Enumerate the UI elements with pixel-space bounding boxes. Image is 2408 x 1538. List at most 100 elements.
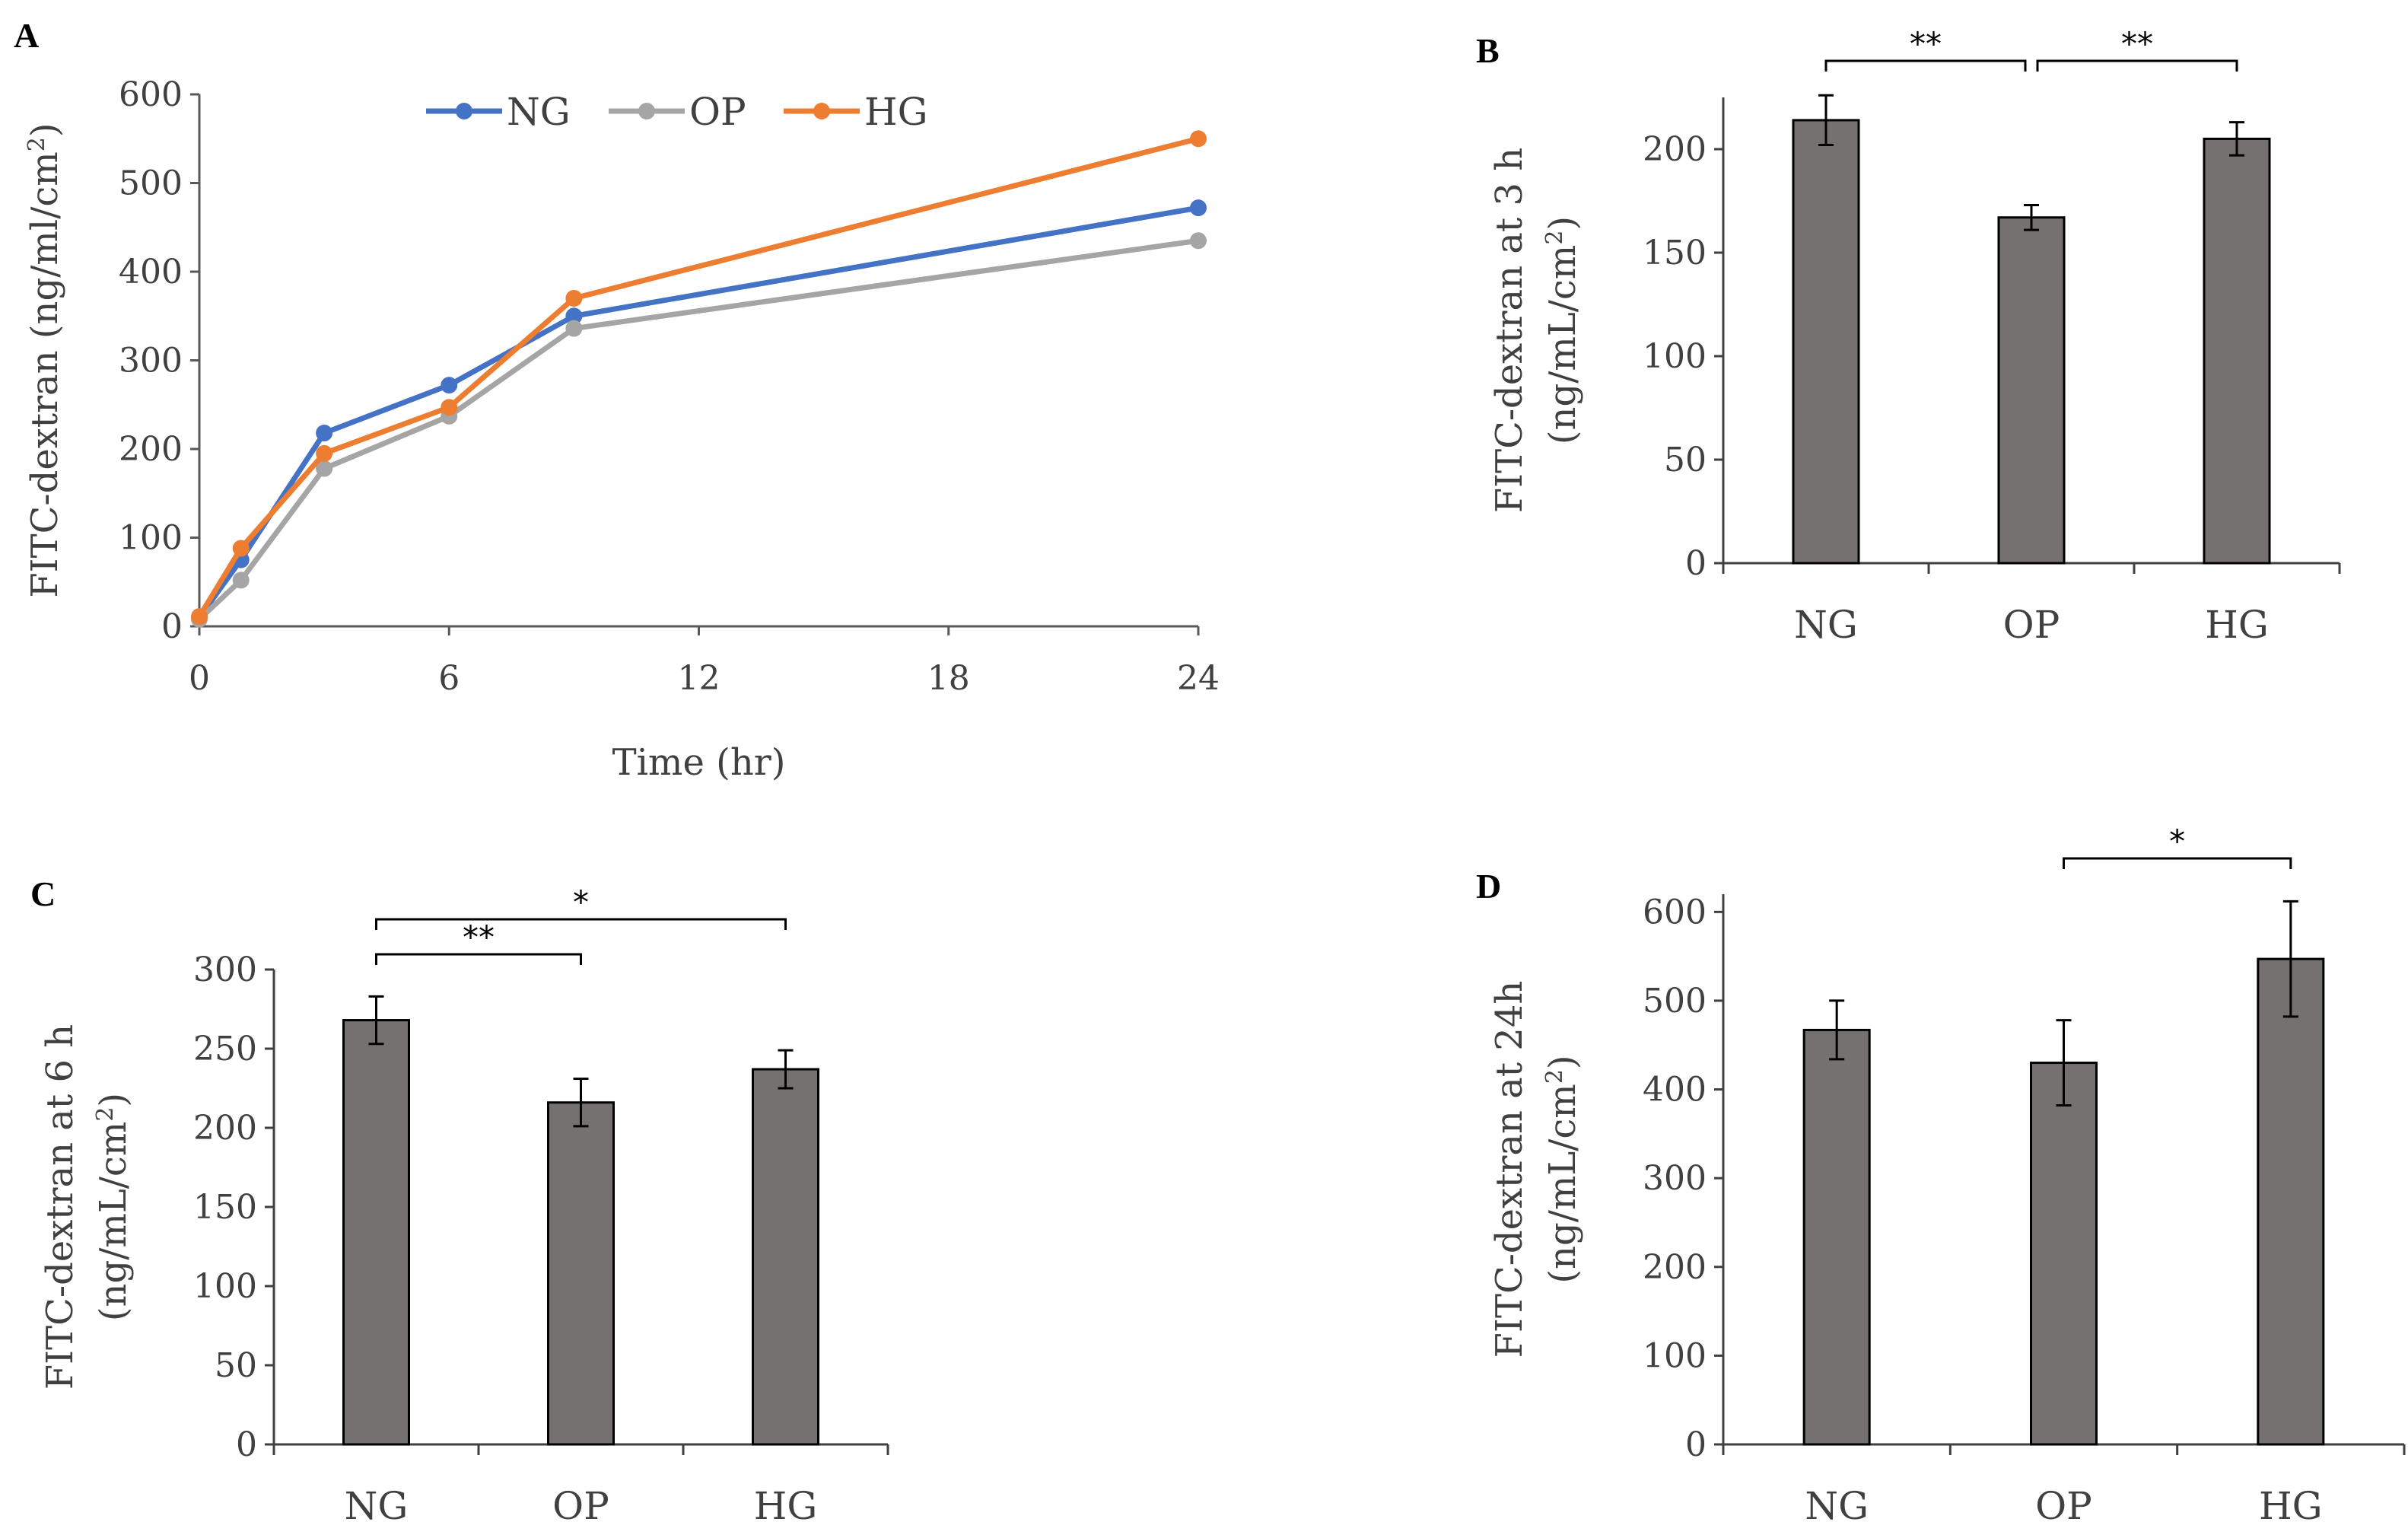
panel-b-bar-chart: B 0 50 100 150 200 NG OP HG ** ** FITC-dextran at 3… [1476,25,2341,647]
y-axis-title-line1-part-0: FITC-dextran at 6 h [39,1024,81,1390]
y-axis-title-line1-part-0: FITC-dextran at 24h [1488,981,1531,1358]
bar-ng [342,1019,410,1446]
y-axis-title-line1: FITC-dextran at 3 h [1488,148,1531,513]
bar-ng [1802,1028,1871,1446]
bar-ng [1792,119,1860,565]
y-axis-title-line2-part-1: 2 [1541,231,1568,245]
series-line-op [197,237,1199,622]
y-tick-label: 0 [236,1425,257,1464]
x-tick-label: 0 [189,659,210,698]
y-tick-label: 0 [161,607,183,646]
y-axis-title: FITC-dextran (ng/ml/cm2) [24,123,67,597]
panel-letter-b: B [1476,31,1500,70]
bar-hg [2203,137,2271,565]
data-point-ng [316,425,333,442]
series-line-hg [197,135,1199,619]
y-axis-title-line1-part-0: FITC-dextran at 3 h [1488,148,1531,513]
data-point-ng [441,377,458,394]
y-tick-label: 200 [1643,130,1707,169]
y-axis-title-part-0: FITC-dextran (ng/ml/cm [24,151,66,597]
y-axis-title-part-2: ) [24,123,66,137]
category-label-ng: NG [1794,603,1858,647]
bar-hg [2257,957,2325,1446]
y-axis-title-line2-part-0: (ng/mL/cm [1541,1084,1584,1284]
category-label-hg: HG [2205,603,2269,647]
y-tick-label: 400 [119,253,183,291]
y-tick-label: 100 [119,519,183,558]
data-point-hg [565,289,583,307]
panel-letter-c: C [30,874,56,913]
category-label-hg: HG [754,1484,818,1528]
category-label-hg: HG [2259,1484,2323,1528]
category-label-ng: NG [1805,1484,1869,1528]
panel-letter-d: D [1476,867,1501,906]
y-axis-title-line2: (ng/mL/cm2) [1541,216,1585,444]
data-point-hg [316,444,333,462]
y-tick-label: 100 [1643,337,1707,376]
significance-bracket [375,953,582,965]
legend-marker-hg [813,103,830,119]
data-point-hg [1190,130,1207,148]
significance-label: * [573,884,589,921]
y-tick-label: 200 [1643,1248,1707,1287]
y-axis-title-line2-part-0: (ng/mL/cm [1541,245,1584,445]
y-axis-title-line2-part-0: (ng/mL/cm [92,1122,135,1322]
bar-op [2030,1062,2098,1446]
significance-label: ** [463,919,495,956]
series-line-ng [197,205,1199,619]
y-tick-label: 400 [1643,1071,1707,1110]
significance-bracket [2063,857,2292,869]
y-axis-title-line2: (ng/mL/cm2) [1541,1055,1585,1283]
x-axis-title: Time (hr) [612,741,786,784]
y-axis-title-part-1: 2 [24,137,50,151]
y-tick-label: 100 [1643,1336,1707,1375]
bar-hg [752,1068,819,1446]
significance-bracket [2036,59,2238,72]
y-tick-label: 300 [119,342,183,381]
y-tick-label: 600 [119,75,183,114]
x-tick-label: 12 [678,659,720,698]
y-tick-label: 300 [193,951,257,989]
data-point-op [316,460,333,477]
y-axis-title-line2-part-2: ) [1541,216,1584,231]
data-point-hg [191,608,208,626]
significance-label: * [2169,823,2185,860]
significance-bracket [375,918,787,930]
significance-label: ** [2121,25,2153,62]
y-tick-label: 200 [119,430,183,469]
y-tick-label: 300 [1643,1159,1707,1198]
data-point-op [1190,232,1207,250]
legend-label-hg: HG [864,90,928,134]
x-tick-label: 24 [1177,659,1220,698]
legend-marker-op [638,103,655,119]
x-tick-label: 18 [927,659,970,698]
data-point-op [565,320,583,337]
category-label-op: OP [2003,603,2060,647]
category-label-op: OP [2035,1484,2092,1528]
y-tick-label: 150 [1643,234,1707,272]
legend-label-op: OP [689,90,746,134]
data-point-op [232,572,250,589]
y-axis-title-line2: (ng/mL/cm2) [92,1093,135,1321]
panel-letter-a: A [14,16,39,55]
data-point-ng [565,307,583,325]
y-tick-label: 500 [1643,982,1707,1021]
y-tick-label: 500 [119,164,183,203]
legend-marker-ng [456,103,472,119]
y-tick-label: 0 [1685,1425,1707,1464]
y-tick-label: 150 [193,1188,257,1227]
y-axis-title-line2-part-2: ) [1541,1055,1584,1069]
y-tick-label: 600 [1643,893,1707,931]
category-label-ng: NG [345,1484,409,1528]
panel-d-bar-chart: D 0 100 200 300 400 500 600 NG OP HG * FITC-dextran … [1476,823,2406,1528]
bar-op [547,1101,615,1446]
y-tick-label: 50 [1664,441,1707,479]
y-axis-title-line1: FITC-dextran at 6 h [39,1024,81,1390]
y-tick-label: 50 [215,1346,257,1385]
panel-a-line-chart: A 0 100 200 300 400 500 600 0 6 12 18 24 Time (hr) FIT… [14,16,1220,784]
legend-label-ng: NG [507,90,571,134]
data-point-ng [1190,199,1207,217]
y-axis-title-line2-part-2: ) [92,1093,135,1107]
